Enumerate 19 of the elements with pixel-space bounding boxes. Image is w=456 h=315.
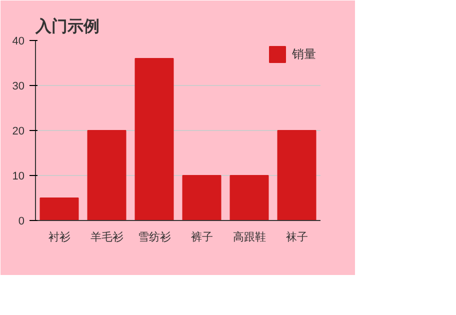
chart-title: 入门示例 [34, 16, 100, 36]
x-tick-label: 袜子 [286, 230, 308, 244]
y-tick-label: 30 [12, 80, 25, 92]
y-tick-label: 10 [12, 170, 25, 182]
y-tick-label: 40 [12, 36, 25, 48]
bar [230, 175, 269, 220]
y-tick-label: 20 [12, 126, 25, 138]
bar [277, 130, 316, 220]
x-tick-label: 雪纺衫 [138, 230, 171, 244]
x-tick-label: 衬衫 [48, 230, 70, 244]
x-tick-label: 裤子 [190, 230, 213, 244]
y-tick-label: 0 [18, 216, 25, 228]
bar [182, 175, 222, 220]
bar [134, 58, 174, 220]
x-tick-label: 高跟鞋 [232, 230, 266, 244]
bar [87, 130, 126, 220]
bar [40, 198, 79, 220]
legend-label: 销量 [292, 46, 316, 62]
x-tick-label: 羊毛衫 [90, 230, 124, 244]
